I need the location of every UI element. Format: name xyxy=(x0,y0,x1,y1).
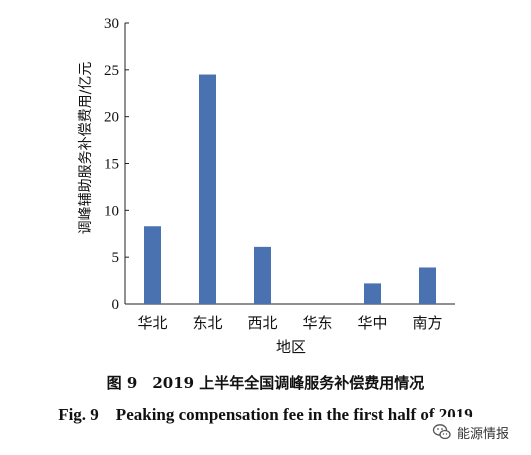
watermark-text: 能源情报 xyxy=(457,426,510,442)
watermark: 能源情报 xyxy=(426,417,518,447)
x-tick-label: 东北 xyxy=(192,314,222,332)
y-tick-label: 30 xyxy=(104,16,119,32)
y-axis-label: 调峰辅助服务补偿费用/亿元 xyxy=(78,62,94,235)
wechat-icon xyxy=(432,424,451,440)
y-tick-label: 5 xyxy=(112,250,120,266)
x-tick-label: 华东 xyxy=(302,314,332,332)
figure-caption-chinese: 图 9 2019 上半年全国调峰服务补偿费用情况 xyxy=(106,374,425,392)
x-tick-label: 华中 xyxy=(357,314,387,332)
y-tick-label: 10 xyxy=(104,203,119,219)
y-tick-label: 0 xyxy=(112,297,120,313)
bar-chart: 0 5 10 15 20 25 30 华北 东北 西北 华东 华中 南方 调峰辅助服务补偿费用/亿元 地… xyxy=(78,16,455,356)
bar xyxy=(144,226,161,304)
bar xyxy=(419,267,436,304)
x-tick-label: 华北 xyxy=(137,314,167,332)
bar xyxy=(199,74,216,305)
figure-caption-english: Fig. 9 Peaking compensation fee in the f… xyxy=(58,405,473,424)
plot-area: 0 5 10 15 20 25 30 华北 东北 西北 华东 华中 南方 xyxy=(104,16,455,332)
bar xyxy=(364,283,381,304)
x-tick-label: 南方 xyxy=(412,314,442,332)
x-axis-label: 地区 xyxy=(276,338,306,356)
y-tick-label: 20 xyxy=(104,110,119,126)
y-tick-label: 15 xyxy=(104,157,119,173)
bar xyxy=(254,246,271,304)
y-tick-label: 25 xyxy=(104,63,119,79)
x-tick-label: 西北 xyxy=(247,314,277,332)
